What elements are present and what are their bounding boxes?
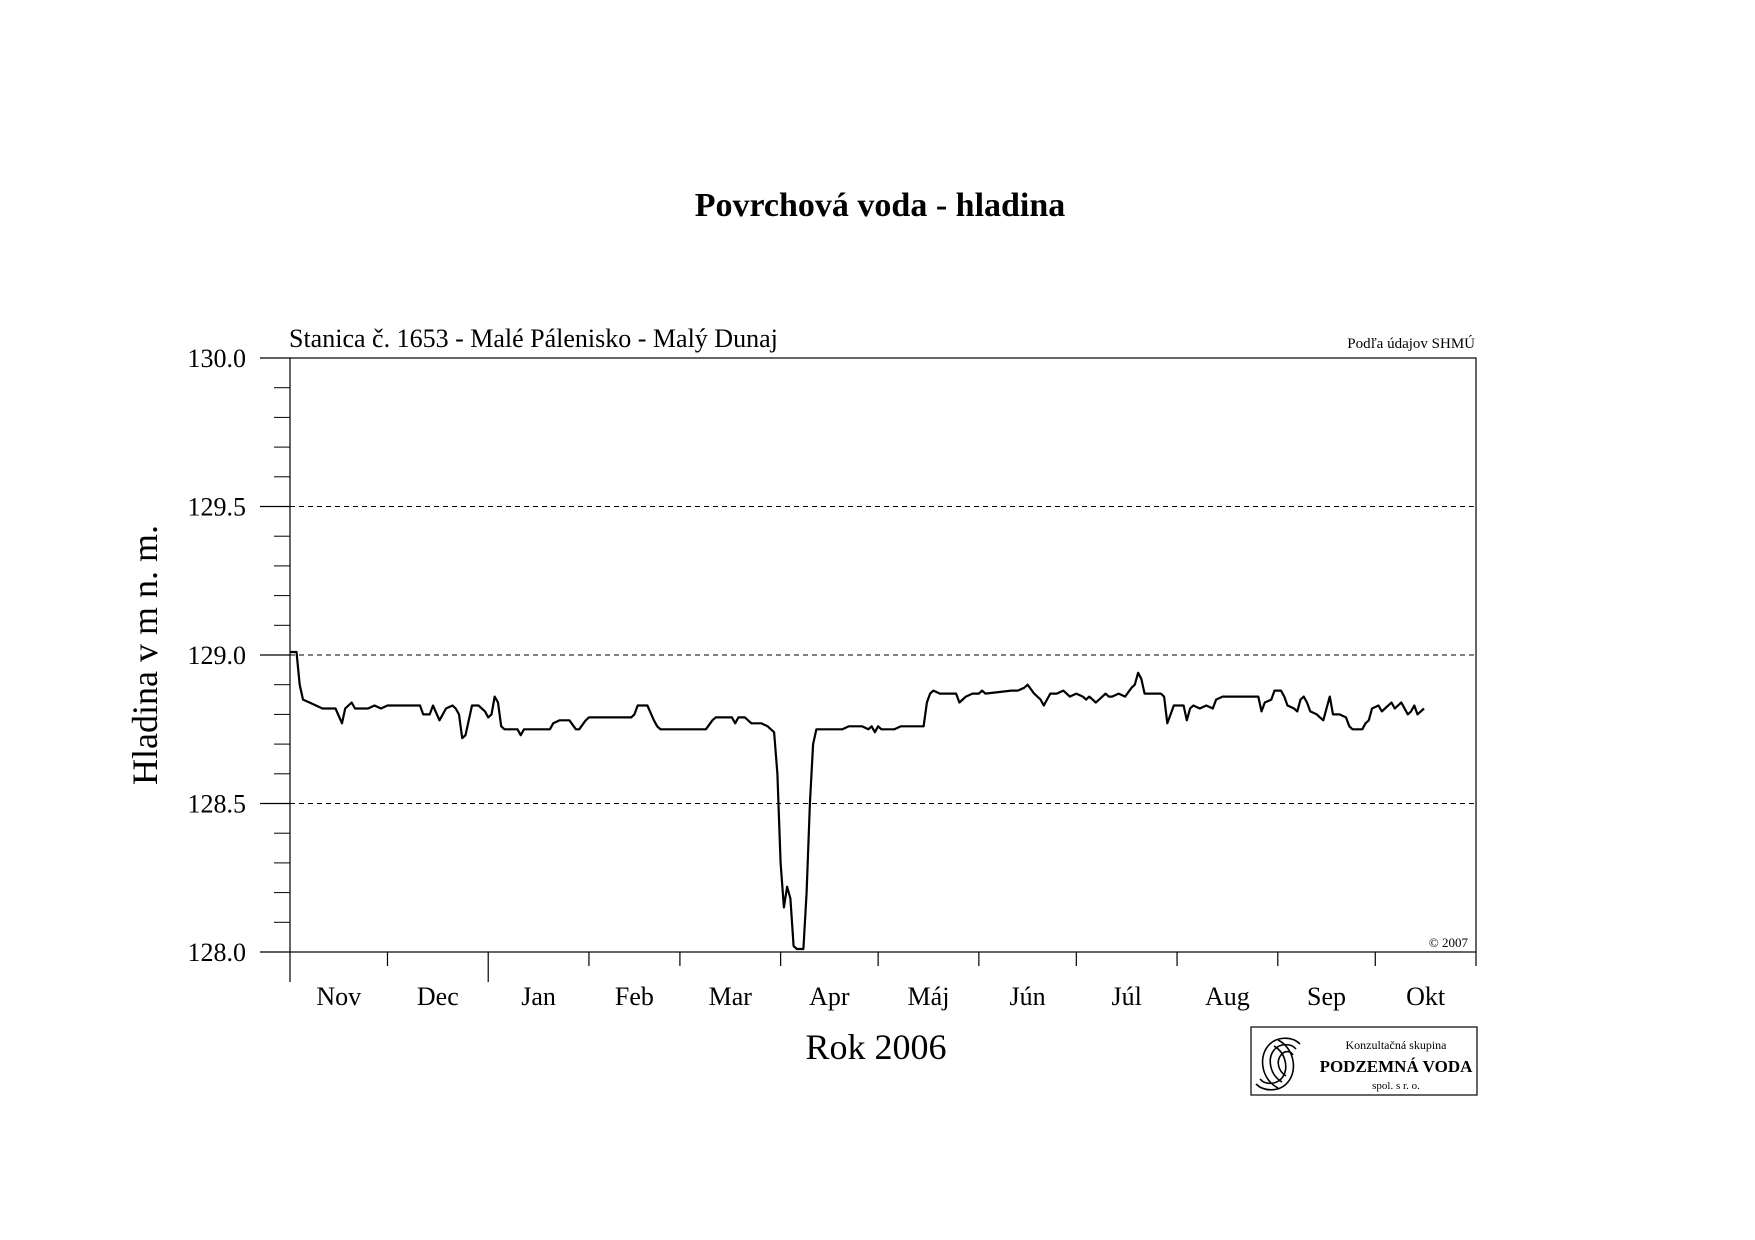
chart-title: Povrchová voda - hladina [695, 187, 1066, 224]
x-month-label: Dec [417, 982, 459, 1011]
y-tick-label: 128.5 [188, 790, 247, 819]
station-label: Stanica č. 1653 - Malé Pálenisko - Malý … [289, 324, 778, 353]
company-logo: Konzultačná skupina PODZEMNÁ VODA spol. … [1250, 1026, 1478, 1096]
x-month-label: Sep [1307, 982, 1346, 1011]
water-level-line [290, 650, 1425, 951]
x-month-label: Jún [1010, 982, 1046, 1011]
plot-frame [289, 357, 1477, 953]
y-tick-label: 129.0 [188, 641, 247, 670]
y-tick-label: 129.5 [188, 493, 247, 522]
x-month-label: Aug [1205, 982, 1250, 1011]
x-month-label: Feb [615, 982, 654, 1011]
copyright-note: © 2007 [1429, 935, 1469, 950]
y-tick-label: 130.0 [188, 344, 247, 373]
x-month-label: Mar [709, 982, 753, 1011]
x-month-label: Nov [316, 982, 361, 1011]
x-month-label: Jan [521, 982, 556, 1011]
y-axis-label: Hladina v m n. m. [125, 525, 165, 785]
grid-lines [290, 357, 1476, 953]
y-axis: 128.0 128.5 129.0 129.5 130.0 [188, 344, 290, 967]
x-axis: Nov Dec Jan Feb Mar Apr Máj Jún Júl Aug Sep Okt [289, 952, 1477, 1011]
logo-line-3: spol. s r. o. [1372, 1080, 1420, 1092]
logo-line-1: Konzultačná skupina [1346, 1038, 1448, 1052]
source-note: Podľa údajov SHMÚ [1347, 335, 1475, 352]
x-month-label: Apr [809, 982, 850, 1011]
x-month-label: Júl [1112, 982, 1142, 1011]
x-month-label: Okt [1406, 982, 1446, 1011]
y-tick-label: 128.0 [188, 938, 247, 967]
logo-line-2: PODZEMNÁ VODA [1320, 1057, 1474, 1076]
x-axis-label: Rok 2006 [805, 1027, 946, 1067]
x-month-label: Máj [908, 982, 950, 1011]
spiral-logo-icon [1255, 1037, 1301, 1091]
